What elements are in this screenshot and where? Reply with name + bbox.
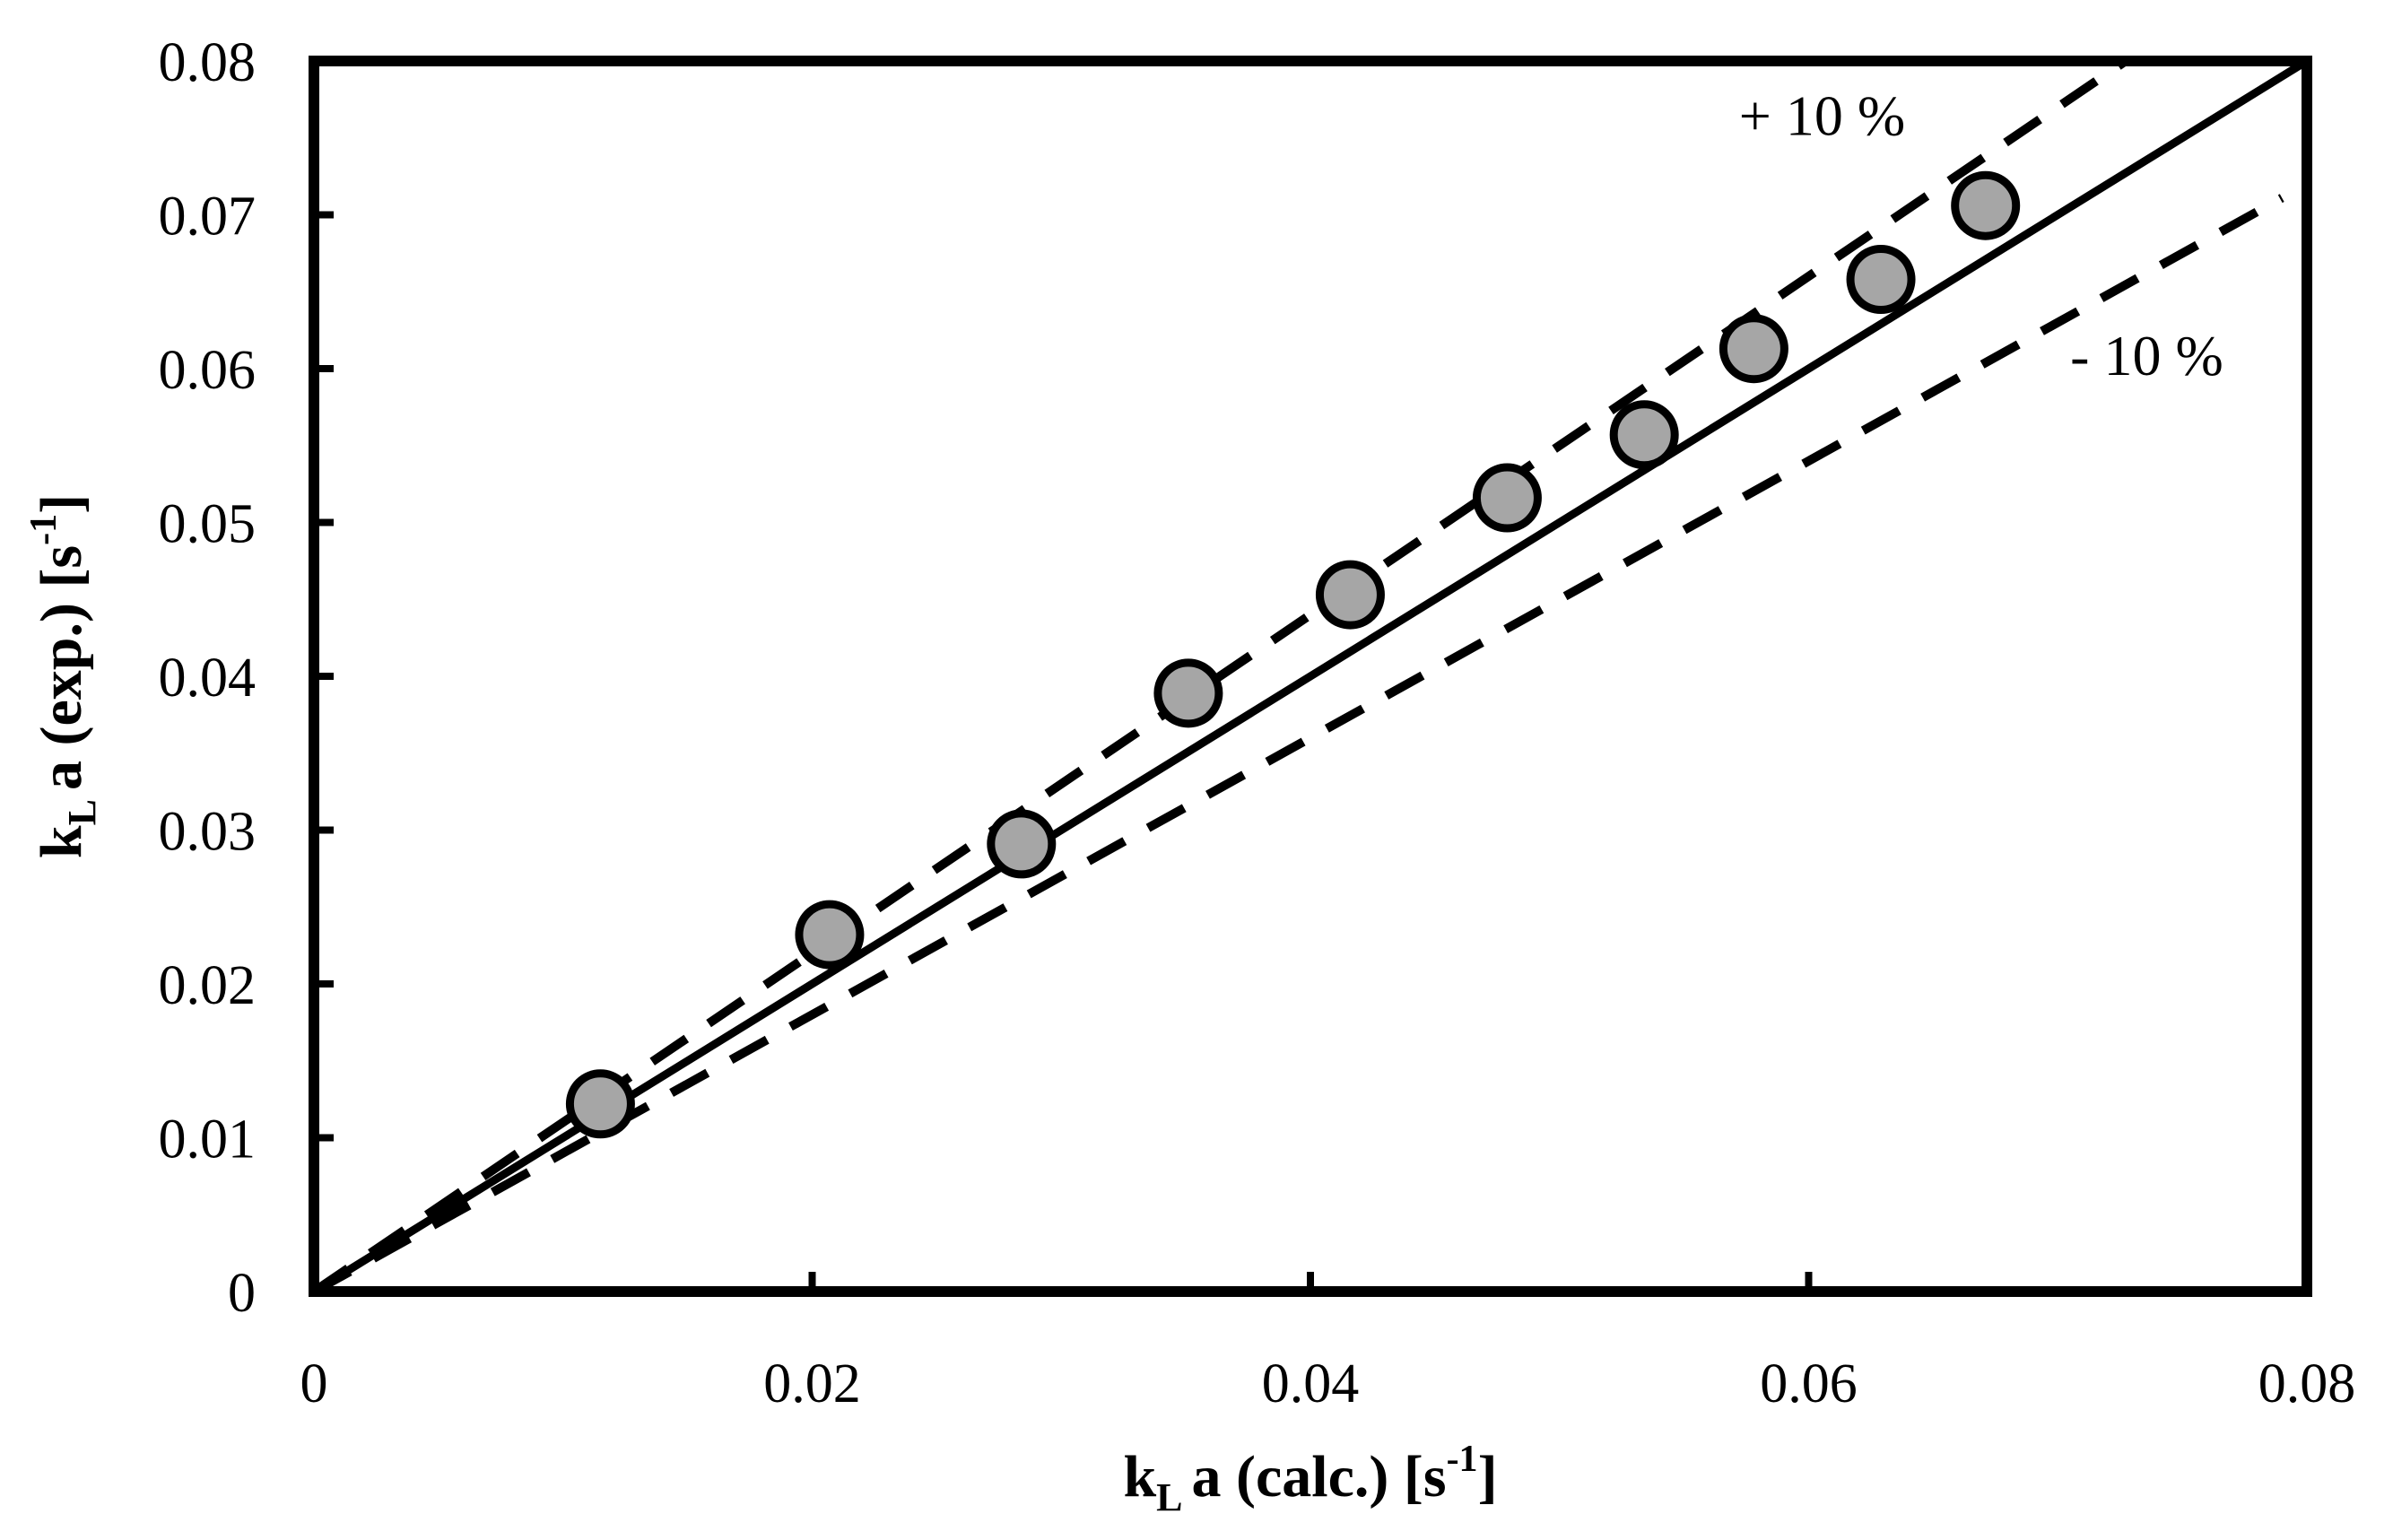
y-tick-label-4: 0.04	[159, 648, 257, 709]
x-tick-label-3: 0.06	[1760, 1353, 1858, 1414]
y-axis-title: kLa (exp.) [s-1]	[23, 494, 104, 858]
annotations: + 10 % - 10 %	[1739, 83, 2223, 387]
tick-labels: 0 0.02 0.04 0.06 0.08 0 0.01 0.02 0.03 0.04 0.05 0.…	[159, 32, 2356, 1414]
data-point-6	[1472, 463, 1542, 533]
data-point-4	[1153, 658, 1223, 728]
data-point-5	[1315, 560, 1385, 630]
dashed-bound-line-2	[311, 194, 2284, 1296]
x-axis-title: kL a (calc.) [s-1]	[1123, 1439, 1497, 1519]
data-point-2	[795, 900, 865, 970]
data-point-8	[1719, 314, 1788, 384]
y-tick-label-7: 0.07	[159, 187, 257, 248]
data-points	[565, 170, 2021, 1139]
axis-ticks	[314, 211, 1813, 1292]
data-point-9	[1846, 245, 1916, 315]
x-tick-label-0: 0	[300, 1353, 328, 1414]
y-tick-label-1: 0.01	[159, 1109, 257, 1170]
data-point-7	[1609, 400, 1679, 470]
data-point-1	[565, 1069, 635, 1139]
x-tick-label-4: 0.08	[2258, 1353, 2356, 1414]
data-point-3	[987, 809, 1057, 879]
y-tick-label-0: 0	[228, 1263, 256, 1324]
y-tick-label-2: 0.02	[159, 955, 257, 1016]
x-tick-label-1: 0.02	[763, 1353, 861, 1414]
parity-line	[311, 57, 2310, 1295]
y-tick-label-6: 0.06	[159, 340, 257, 401]
data-point-10	[1951, 170, 2021, 240]
y-tick-label-3: 0.03	[159, 802, 257, 863]
y-tick-label-8: 0.08	[159, 32, 257, 93]
x-tick-label-2: 0.04	[1262, 1353, 1360, 1414]
annotation-label-2: - 10 %	[2070, 324, 2223, 387]
annotation-label-1: + 10 %	[1739, 83, 1905, 147]
y-tick-label-5: 0.05	[159, 494, 257, 555]
